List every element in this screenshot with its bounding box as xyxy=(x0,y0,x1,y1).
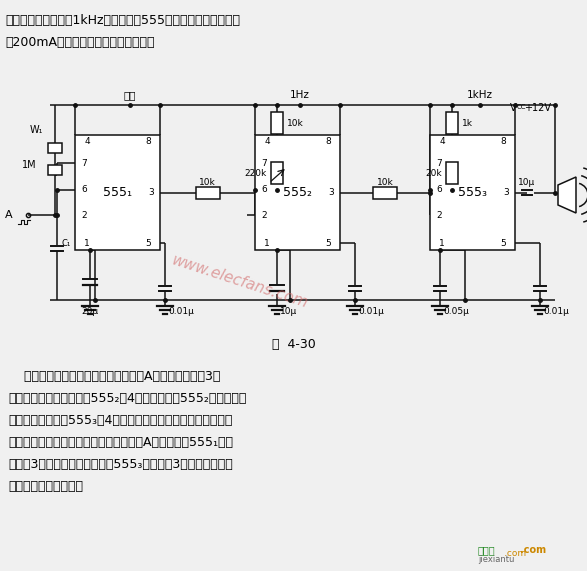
Bar xyxy=(75,135,160,250)
Text: 7: 7 xyxy=(81,159,87,167)
Bar xyxy=(195,187,220,199)
Text: 6: 6 xyxy=(436,186,442,195)
Text: 3: 3 xyxy=(148,188,154,197)
Text: 0.01μ: 0.01μ xyxy=(358,308,384,316)
Text: 1: 1 xyxy=(439,239,445,247)
Bar xyxy=(271,162,283,184)
Bar xyxy=(255,135,340,250)
Text: 7: 7 xyxy=(261,159,267,167)
Text: C₁: C₁ xyxy=(62,239,71,248)
Bar xyxy=(446,162,458,184)
Text: 0.05μ: 0.05μ xyxy=(443,308,469,316)
Text: 1M: 1M xyxy=(22,160,36,170)
Text: 音频振荡器，频率为1kHz左右。由于555电路的最大输出电流可: 音频振荡器，频率为1kHz左右。由于555电路的最大输出电流可 xyxy=(5,14,240,27)
Text: 2: 2 xyxy=(436,211,442,219)
Text: V: V xyxy=(510,103,517,113)
Text: 2: 2 xyxy=(81,211,87,219)
Text: W₁: W₁ xyxy=(30,125,43,135)
Text: 10k: 10k xyxy=(199,178,216,187)
Text: A: A xyxy=(5,210,13,220)
Text: 0.01μ: 0.01μ xyxy=(168,308,194,316)
Text: www.elecfans.com: www.elecfans.com xyxy=(170,253,310,311)
Text: .com: .com xyxy=(520,545,546,555)
Text: 4: 4 xyxy=(439,138,445,147)
Text: 10μ: 10μ xyxy=(518,178,535,187)
Text: 电平，它又控制了555₃的4脚复位端，所以扬声器无声。当控制: 电平，它又控制了555₃的4脚复位端，所以扬声器无声。当控制 xyxy=(8,414,232,427)
Text: 10k: 10k xyxy=(287,119,303,127)
Text: 555₁: 555₁ xyxy=(103,186,132,199)
Text: 4: 4 xyxy=(264,138,270,147)
Bar xyxy=(48,143,62,153)
Text: 6: 6 xyxy=(81,186,87,195)
Text: 1k: 1k xyxy=(462,119,473,127)
Text: 1: 1 xyxy=(264,239,270,247)
Text: 扬声器发出声响报警。: 扬声器发出声响报警。 xyxy=(8,480,83,493)
Bar xyxy=(373,187,397,199)
Text: 机构发生故障，产生负脉冲（低电平）由A点加入时，555₁触发: 机构发生故障，产生负脉冲（低电平）由A点加入时，555₁触发 xyxy=(8,436,233,449)
Text: jiexiantu: jiexiantu xyxy=(478,555,514,564)
Text: 2: 2 xyxy=(261,211,267,219)
Text: 报警器大部用于工业控制上，平时在A点上是高电平，3脚: 报警器大部用于工业控制上，平时在A点上是高电平，3脚 xyxy=(8,370,220,383)
Text: 1Hz: 1Hz xyxy=(290,90,310,100)
Polygon shape xyxy=(558,177,576,213)
Bar xyxy=(48,165,62,175)
Text: 8: 8 xyxy=(325,138,331,147)
Text: 输出是低电平，它控制了555₂的4脚复位端，使555₂输出也是低: 输出是低电平，它控制了555₂的4脚复位端，使555₂输出也是低 xyxy=(8,392,247,405)
Text: 图  4-30: 图 4-30 xyxy=(272,339,315,352)
Text: .com: .com xyxy=(504,549,526,558)
Text: 8: 8 xyxy=(500,138,506,147)
Bar xyxy=(430,135,515,250)
Text: 5: 5 xyxy=(325,239,331,247)
Bar xyxy=(271,112,283,134)
Text: 1: 1 xyxy=(84,239,90,247)
Text: 达200mA，所以可以直接推动扬声器。: 达200mA，所以可以直接推动扬声器。 xyxy=(5,36,154,49)
Text: 接线图: 接线图 xyxy=(478,545,495,555)
Text: 3: 3 xyxy=(328,188,334,197)
Text: 555₃: 555₃ xyxy=(458,186,487,199)
Text: 10k: 10k xyxy=(377,178,393,187)
Bar xyxy=(446,112,458,134)
Text: 20μ: 20μ xyxy=(82,308,99,316)
Text: 10μ: 10μ xyxy=(280,308,297,316)
Text: 单稳: 单稳 xyxy=(124,90,136,100)
Text: 5: 5 xyxy=(145,239,151,247)
Text: 翻转，3脚输出高电平，继而使555₃也翻转，3脚输出高电平，: 翻转，3脚输出高电平，继而使555₃也翻转，3脚输出高电平， xyxy=(8,458,233,471)
Text: 7: 7 xyxy=(436,159,442,167)
Text: CC: CC xyxy=(517,104,527,110)
Text: 555₂: 555₂ xyxy=(283,186,312,199)
Text: 3: 3 xyxy=(503,188,509,197)
Text: 0.01μ: 0.01μ xyxy=(543,308,569,316)
Text: 5: 5 xyxy=(500,239,506,247)
Text: 4: 4 xyxy=(84,138,90,147)
Text: 1kHz: 1kHz xyxy=(467,90,493,100)
Text: 6: 6 xyxy=(261,186,267,195)
Text: +12V: +12V xyxy=(524,103,551,113)
Text: 8: 8 xyxy=(145,138,151,147)
Text: 20k: 20k xyxy=(426,168,442,178)
Text: 220k: 220k xyxy=(245,168,267,178)
